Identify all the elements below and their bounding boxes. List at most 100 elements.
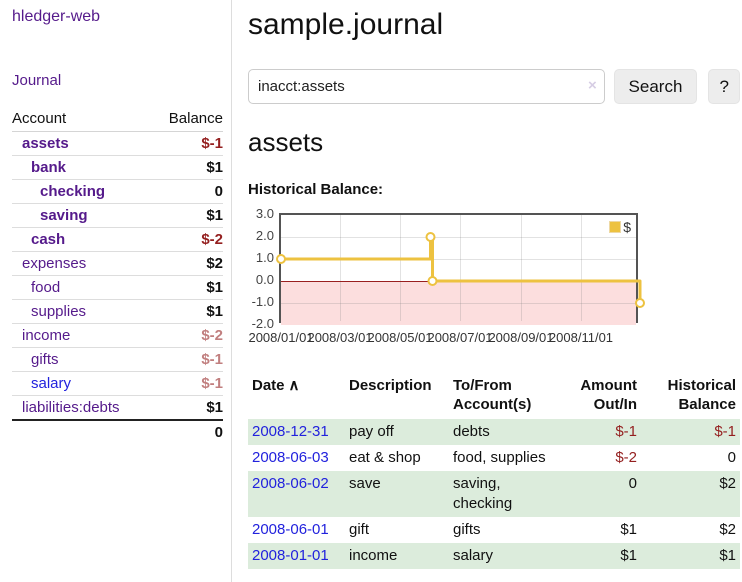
chart-x-axis: 2008/01/01 2008/03/01 2008/05/01 2008/07/01… <box>248 330 640 346</box>
account-row: saving $1 <box>12 203 223 228</box>
accounts-total-value: 0 <box>152 419 223 444</box>
txn-accounts: food, supplies <box>453 449 546 466</box>
accounts-table: Account Balance assets $-1 bank $1 checking 0… <box>12 107 223 444</box>
clear-search-icon[interactable]: × <box>588 77 597 94</box>
txn-amount: $-1 <box>615 423 637 440</box>
txn-balance: $-1 <box>714 423 736 440</box>
txn-header-amount: Amount Out/In <box>580 377 637 413</box>
legend-label: $ <box>623 219 631 235</box>
y-axis-tick-label: -2.0 <box>251 316 274 331</box>
account-heading: assets <box>248 127 324 157</box>
account-row: salary $-1 <box>12 371 223 396</box>
account-row: assets $-1 <box>12 131 223 156</box>
txn-date-link[interactable]: 2008-06-03 <box>252 449 329 466</box>
account-link[interactable]: expenses <box>22 255 87 272</box>
account-link[interactable]: supplies <box>31 303 87 320</box>
account-row: bank $1 <box>12 155 223 180</box>
txn-description: income <box>349 547 398 564</box>
txn-description: save <box>349 475 381 492</box>
account-row: liabilities:debts $1 <box>12 395 223 421</box>
account-row: gifts $-1 <box>12 347 223 372</box>
account-link[interactable]: assets <box>22 135 69 152</box>
chart-data-point <box>635 298 645 308</box>
txn-amount: $1 <box>620 521 637 538</box>
txn-date-link[interactable]: 2008-06-01 <box>252 521 329 538</box>
help-button[interactable]: ? <box>708 69 740 104</box>
account-link[interactable]: income <box>22 327 71 344</box>
txn-balance: $2 <box>719 521 736 538</box>
app-brand-link[interactable]: hledger-web <box>12 8 101 25</box>
y-axis-tick-label: 1.0 <box>255 250 274 265</box>
account-balance: $1 <box>152 275 223 300</box>
account-balance: $2 <box>152 251 223 276</box>
chart-gridline <box>281 259 636 260</box>
txn-description: eat & shop <box>349 449 421 466</box>
chart-gridline <box>400 215 401 321</box>
account-rows: assets $-1 bank $1 checking 0 saving $1 cash $-2 e… <box>12 131 223 421</box>
account-link[interactable]: food <box>31 279 61 296</box>
table-row: 2008-01-01 income salary $1 $1 <box>248 543 740 569</box>
x-axis-tick-label: 2008/01/01 <box>248 330 314 345</box>
account-balance: $-2 <box>152 323 223 348</box>
account-link[interactable]: bank <box>31 159 67 176</box>
txn-date-link[interactable]: 2008-12-31 <box>252 423 329 440</box>
page-title: sample.journal <box>248 8 444 41</box>
account-balance: $-1 <box>152 371 223 396</box>
chart-data-point <box>427 276 438 286</box>
txn-description: gift <box>349 521 370 538</box>
chart-gridline <box>580 215 582 321</box>
account-link[interactable]: salary <box>31 375 72 392</box>
table-row: 2008-06-02 save saving, checking 0 $2 <box>248 471 740 517</box>
x-axis-tick-label: 2008/03/01 <box>307 330 373 345</box>
table-row: 2008-12-31 pay off debts $-1 $-1 <box>248 419 740 445</box>
accounts-header-account: Account <box>12 107 153 132</box>
accounts-total-spacer <box>12 419 153 444</box>
txn-amount: $-2 <box>615 449 637 466</box>
txn-date-link[interactable]: 2008-06-02 <box>252 475 329 492</box>
txn-header-date[interactable]: Date ∧ <box>252 377 300 394</box>
account-balance: $-1 <box>152 131 223 156</box>
chart-gridline <box>340 215 341 321</box>
x-axis-tick-label: 2008/05/01 <box>367 330 433 345</box>
chart-negative-region <box>281 281 636 325</box>
account-row: supplies $1 <box>12 299 223 324</box>
table-row: 2008-06-03 eat & shop food, supplies $-2 0 <box>248 445 740 471</box>
chart-series-line <box>276 232 645 308</box>
y-axis-tick-label: 0.0 <box>255 272 274 287</box>
txn-amount: 0 <box>628 475 637 492</box>
y-axis-tick-label: 2.0 <box>255 228 274 243</box>
account-link[interactable]: gifts <box>31 351 59 368</box>
account-row: expenses $2 <box>12 251 223 276</box>
account-balance: $1 <box>152 395 223 421</box>
search-input[interactable] <box>248 69 605 104</box>
account-link[interactable]: liabilities:debts <box>22 399 120 416</box>
account-link[interactable]: cash <box>31 231 66 248</box>
sort-ascending-icon: ∧ <box>288 377 300 394</box>
main-content: sample.journal × Search ? assets Histori… <box>248 0 740 569</box>
txn-date-link[interactable]: 2008-01-01 <box>252 547 329 564</box>
search-button[interactable]: Search <box>613 69 698 104</box>
account-balance: 0 <box>152 179 223 204</box>
txn-description: pay off <box>349 423 394 440</box>
chart-gridline <box>520 215 522 321</box>
account-link[interactable]: saving <box>40 207 88 224</box>
chart-title: Historical Balance: <box>248 181 384 198</box>
sidebar-item-journal[interactable]: Journal <box>12 72 62 89</box>
x-axis-tick-label: 2008/11/01 <box>548 330 614 345</box>
txn-accounts: gifts <box>453 521 481 538</box>
account-balance: $1 <box>152 299 223 324</box>
x-axis-tick-label: 2008/07/01 <box>427 330 493 345</box>
account-link[interactable]: checking <box>40 183 106 200</box>
txn-rows: 2008-12-31 pay off debts $-1 $-1 2008-06-03 ea… <box>248 419 740 569</box>
account-balance: $1 <box>152 155 223 180</box>
txn-header-description: Description <box>349 377 432 394</box>
account-balance: $1 <box>152 203 223 228</box>
accounts-header-balance: Balance <box>152 107 223 132</box>
txn-amount: $1 <box>620 547 637 564</box>
chart-gridline <box>281 237 636 238</box>
legend-swatch-icon <box>609 221 622 233</box>
txn-header-accounts: To/From Account(s) <box>453 377 532 413</box>
search-form: × Search ? <box>248 69 740 104</box>
account-row: food $1 <box>12 275 223 300</box>
txn-accounts: saving, checking <box>453 475 513 512</box>
